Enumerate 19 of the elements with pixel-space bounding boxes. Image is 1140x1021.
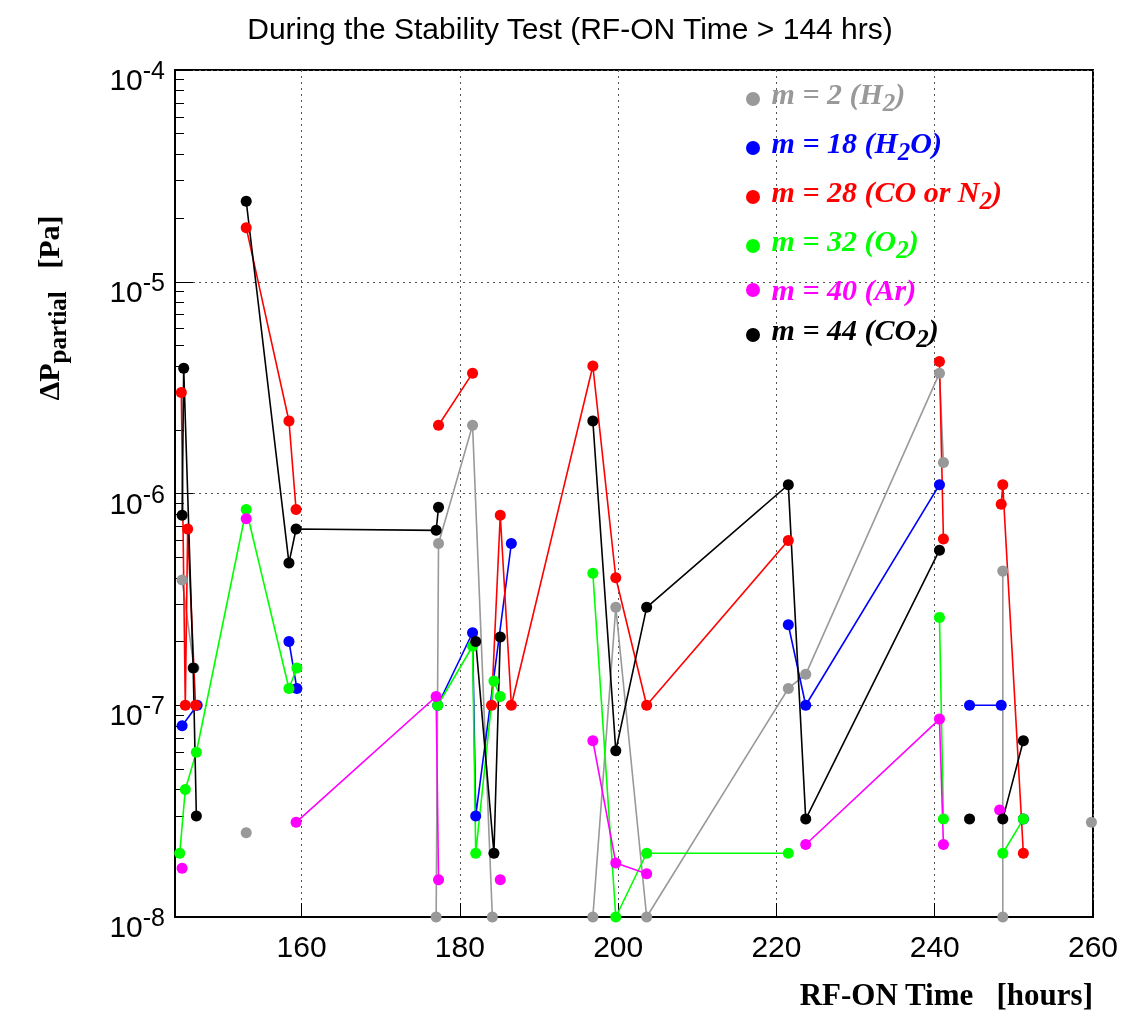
x-tick-label: 200 (593, 929, 644, 963)
x-tick-label: 160 (276, 929, 327, 963)
x-tick-label: 180 (434, 929, 485, 963)
y-tick-label: 10$^{-4}$ (109, 55, 165, 96)
x-tick-label: 260 (1067, 929, 1119, 963)
legend-label: m = 44 (CO$_{2}$) (771, 312, 939, 354)
legend-label: m = 32 (O$_{2}$) (771, 223, 919, 265)
x-tick-label: 220 (751, 929, 802, 963)
legend-label: m = 2 (H$_{2}$) (771, 76, 906, 118)
legend-label: m = 40 (Ar) (771, 272, 917, 308)
chart-title: During the Stability Test (RF-ON Time > 144 hrs) (247, 11, 893, 45)
x-axis-title: RF-ON Time [hours] (799, 977, 1093, 1012)
legend-label: m = 28 (CO or N$_{2}$) (771, 174, 1002, 216)
y-tick-label: 10$^{-5}$ (109, 266, 165, 308)
y-tick-label: 10$^{-6}$ (109, 478, 165, 520)
y-tick-label: 10$^{-8}$ (109, 902, 165, 943)
y-tick-label: 10$^{-7}$ (109, 690, 165, 732)
legend-label: m = 18 (H$_{2}$O) (771, 125, 942, 167)
x-tick-label: 240 (909, 929, 960, 963)
